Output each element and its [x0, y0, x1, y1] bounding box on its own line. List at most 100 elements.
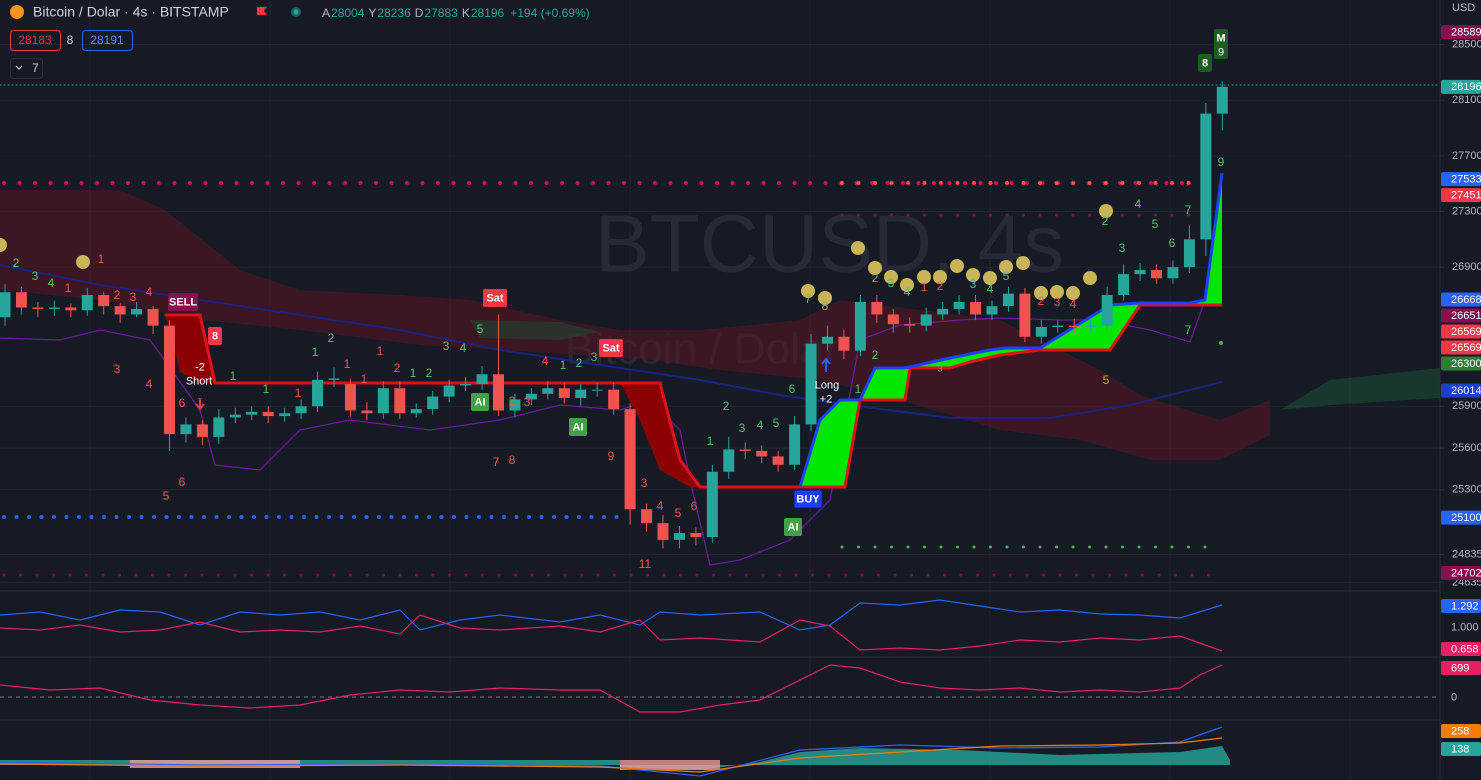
marker-dot [1099, 204, 1113, 218]
count-label: 6 [1169, 236, 1176, 250]
count-label: 5 [1003, 269, 1010, 283]
candle-body [394, 388, 406, 414]
buy-button[interactable] [82, 30, 133, 51]
price-badge [1441, 356, 1481, 371]
candle-body [1200, 113, 1212, 240]
count-label: 1 [98, 252, 105, 266]
count-label: 4 [146, 285, 153, 299]
count-label: 9 [608, 449, 615, 463]
candle-body [229, 414, 241, 418]
count-label: 8 [822, 299, 829, 313]
candle-body [756, 450, 768, 457]
cloud [0, 190, 1270, 460]
candle-body [131, 308, 143, 315]
candle-body [147, 308, 159, 326]
candle-body [460, 384, 472, 386]
candle-body [295, 406, 307, 414]
candle-body [641, 509, 653, 524]
count-label: 3 [937, 363, 942, 373]
count-label: 3 [591, 350, 598, 364]
y-tick-label: 28100 [1452, 94, 1481, 106]
marker-dot [1034, 286, 1048, 300]
count-label: 4 [657, 499, 664, 513]
signal-label: Sat [602, 342, 619, 354]
y-tick-label: 25900 [1452, 400, 1481, 412]
bid[interactable]: 28183 [18, 33, 52, 47]
count-label: 4 [757, 418, 764, 432]
candle-body [624, 409, 636, 510]
signal-label: AI [475, 396, 486, 408]
marker-dot [1016, 256, 1030, 270]
count-label: 7 [1185, 203, 1192, 217]
count-label: 1 [312, 345, 319, 359]
price-badge-label: 25100 [1451, 512, 1481, 524]
symbol-icon [10, 5, 24, 19]
candle-body [1167, 267, 1179, 279]
flag-icon[interactable] [257, 7, 267, 15]
count-label: 5 [675, 506, 682, 520]
candle-body [1101, 295, 1113, 326]
marker-dot [884, 270, 898, 284]
count-label: 3 [739, 421, 746, 435]
candle-body [361, 410, 373, 414]
marker-dot [950, 259, 964, 273]
candle-body [65, 307, 77, 311]
currency: USD [1452, 2, 1475, 14]
count-label: 1 [230, 369, 237, 383]
signal-box [208, 327, 222, 345]
count-label: 3 [970, 277, 977, 291]
marker-dot [933, 270, 947, 284]
y-tick-label: 27300 [1452, 205, 1481, 217]
count-label: 2 [426, 366, 433, 380]
signal-label: Sat [486, 292, 503, 304]
count-label: 1 [377, 344, 384, 358]
pane-label: 258 [1451, 725, 1469, 737]
ohlc-label: K [462, 6, 470, 20]
marker-dot [1050, 285, 1064, 299]
count-label: 3 [641, 476, 648, 490]
signal-box [599, 339, 623, 357]
count-label: 4 [987, 282, 994, 296]
histogram-line [0, 726, 1223, 777]
count-label: 3 [443, 339, 450, 353]
candle-body [32, 307, 44, 309]
ask[interactable]: 28191 [90, 33, 124, 47]
candle-body [904, 324, 916, 326]
count-label: 4 [1070, 297, 1077, 311]
ohlc-label: Y [368, 6, 376, 20]
price-badge [1441, 383, 1481, 398]
candle-body [789, 424, 801, 465]
candle-body [887, 314, 899, 325]
count-label: 5 [1152, 217, 1159, 231]
axis-labels: 28500 28100 27700 27300 26900 25900 25600 25300… [1440, 25, 1481, 756]
signal-label: +2 [820, 393, 833, 405]
pane-badge [1441, 661, 1481, 675]
marker-dot [917, 270, 931, 284]
y-tick-label: 28500 [1452, 38, 1481, 50]
chevron[interactable] [15, 65, 23, 70]
marker-dot [801, 284, 815, 298]
price-badge-label: 28196 [1451, 81, 1481, 93]
indicators-count[interactable]: 7 [32, 61, 39, 75]
count-label: 7 [1185, 323, 1192, 337]
pane-badge [1441, 599, 1481, 613]
sell-button[interactable] [10, 30, 61, 51]
signal-label: 8 [1202, 57, 1208, 69]
candle-body [164, 325, 175, 435]
histogram [130, 760, 720, 770]
candle-body [1068, 325, 1080, 328]
symbol-title[interactable]: Bitcoin / Dolar · 4s · BITSTAMP [33, 4, 229, 20]
count-label: 1 [344, 357, 351, 371]
ohlc-value: 27883 [424, 6, 458, 20]
signal-box [1198, 54, 1212, 72]
count-label: 1 [707, 434, 714, 448]
price-badge-label: 26651 [1451, 310, 1481, 322]
ohlc-value: 28004 [331, 6, 365, 20]
indicators-toggle[interactable] [10, 58, 43, 79]
histogram-line [0, 737, 1223, 773]
candle-body [1183, 239, 1195, 268]
price-badge [1441, 324, 1481, 339]
ohlc-label: D [415, 6, 424, 20]
